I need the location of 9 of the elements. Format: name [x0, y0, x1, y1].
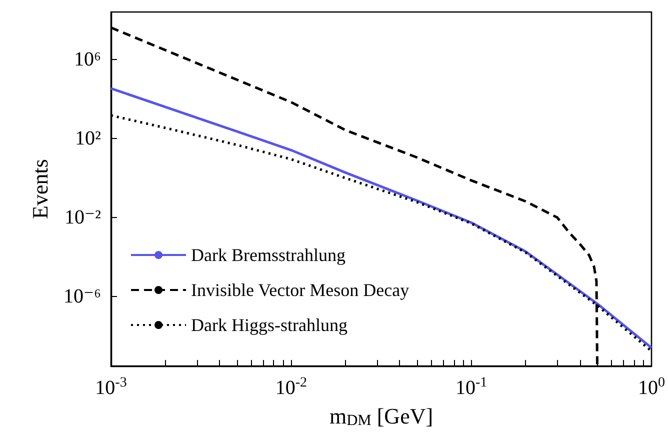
legend-label: Dark Higgs-strahlung [191, 315, 348, 335]
y-tick-label: 10⁶ [74, 48, 102, 71]
y-tick-label: 10⁻⁶ [63, 285, 102, 308]
legend-label: Invisible Vector Meson Decay [191, 280, 410, 300]
legend-label: Dark Bremsstrahlung [191, 245, 346, 265]
y-axis-title: Events [28, 159, 52, 219]
x-axis-title: mDM [GeV] [329, 403, 434, 429]
y-tick-label: 10⁻² [64, 206, 101, 229]
y-tick-label: 10² [75, 128, 101, 150]
